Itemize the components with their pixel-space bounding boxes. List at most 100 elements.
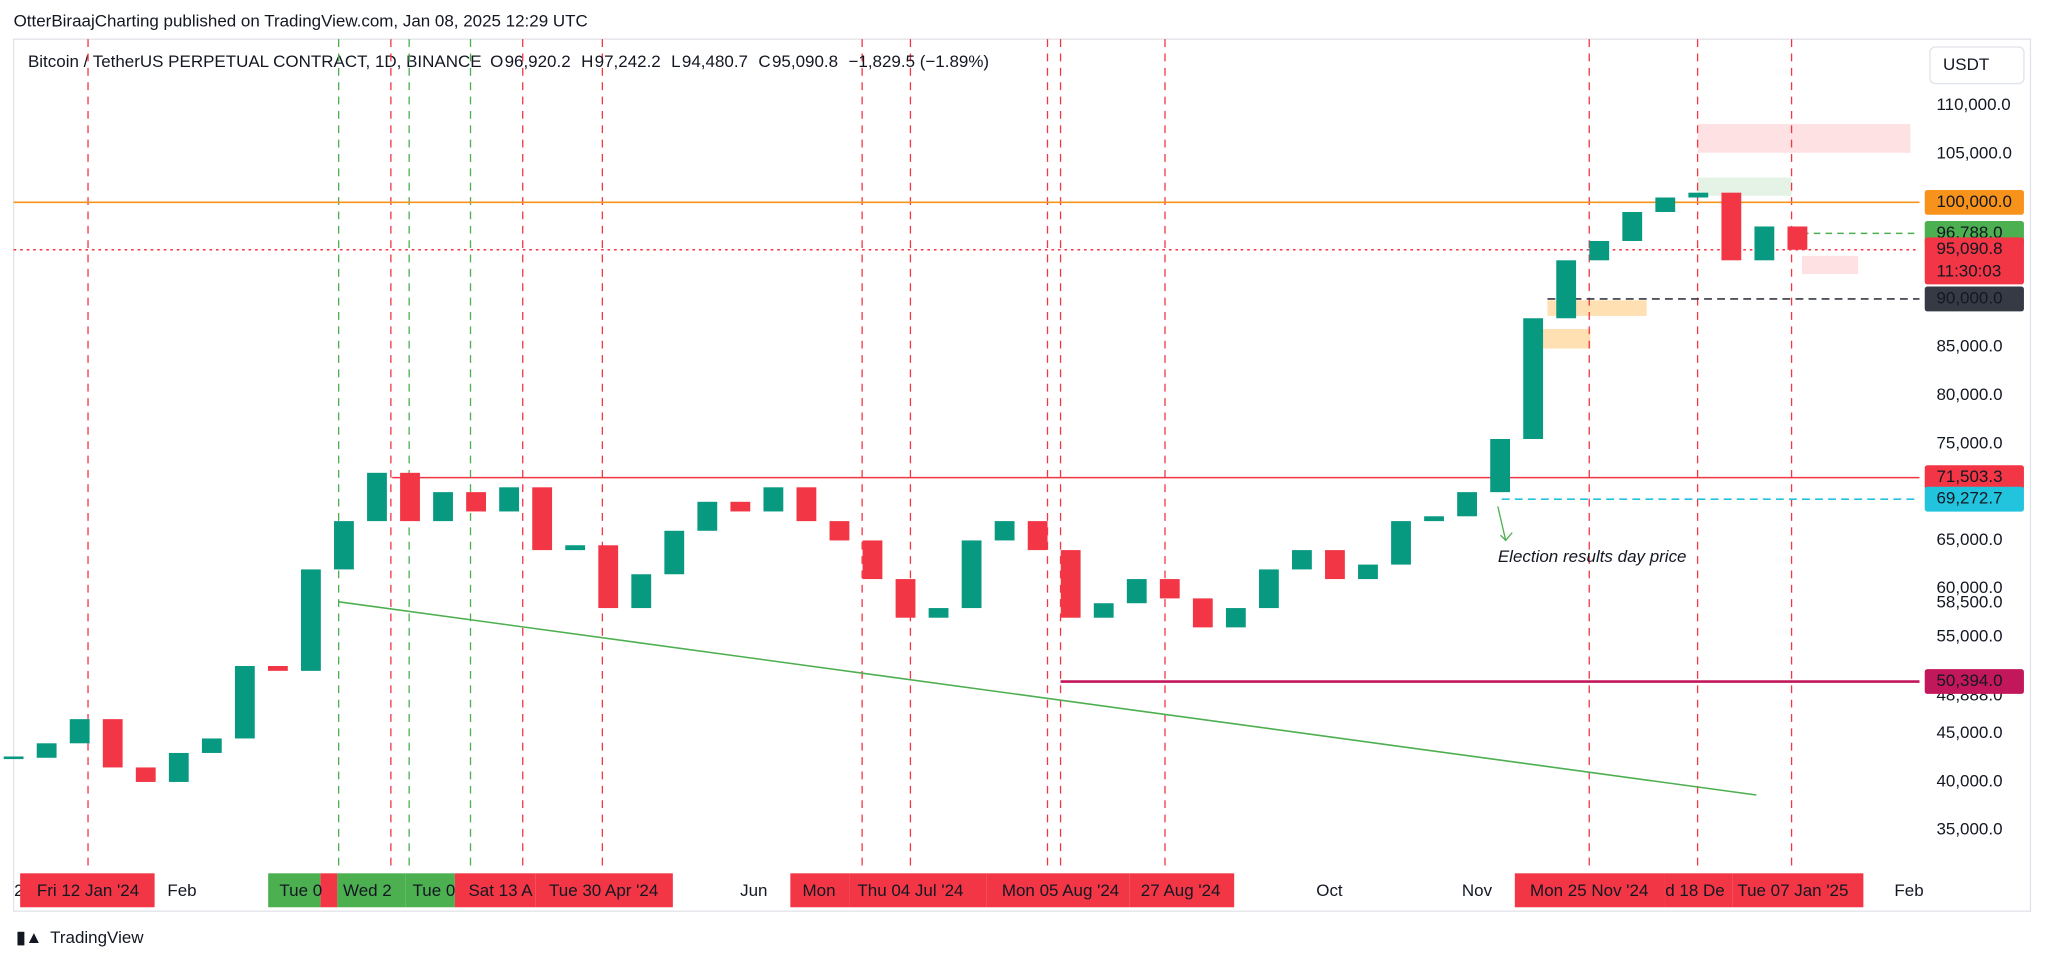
y-tick-label: 55,000.0 <box>1936 627 2002 646</box>
frame <box>12 38 2032 912</box>
candle <box>928 608 949 618</box>
candle <box>631 574 652 609</box>
x-marker-box <box>1514 873 1665 908</box>
candle <box>598 545 619 609</box>
x-tick-label: Oct <box>1316 881 1343 900</box>
x-tick-label: 27 Aug '24 <box>1141 881 1221 900</box>
y-tick-label: 60,000.0 <box>1936 578 2002 597</box>
candle <box>135 767 156 782</box>
x-tick-label: d 18 De <box>1665 881 1724 900</box>
x-marker-box <box>535 873 673 908</box>
x-marker-box <box>320 873 338 908</box>
ohlc-value: 96,920.2 <box>505 52 571 71</box>
x-tick-label: Sat 13 A <box>468 881 533 900</box>
ohlc-value: 95,090.8 <box>772 52 838 71</box>
x-tick-label: Tue 0 <box>413 881 456 900</box>
candles <box>3 192 1808 782</box>
candle <box>1754 226 1775 261</box>
candle <box>1325 550 1345 580</box>
y-tick-label: 35,000.0 <box>1936 820 2002 839</box>
countdown: 11:30:03 <box>1936 261 2001 280</box>
symbol-title: Bitcoin / TetherUS PERPETUAL CONTRACT, 1… <box>28 52 482 71</box>
footer-logo: ▮▲ <box>16 928 42 947</box>
candle <box>201 738 222 753</box>
candle <box>1490 439 1511 493</box>
y-tick-label: 110,000.0 <box>1936 95 2010 114</box>
candle <box>1622 211 1643 241</box>
candle <box>1721 192 1742 261</box>
footer: TradingView <box>50 928 144 947</box>
x-tick-label: Thu 04 Jul '24 <box>857 881 963 900</box>
candle <box>763 487 784 512</box>
x-tick-label: Fri 12 Jan '24 <box>37 881 139 900</box>
candle <box>1159 579 1180 599</box>
candle <box>466 492 486 512</box>
y-tick-label: 40,000.0 <box>1936 771 2002 790</box>
header: OtterBiraajCharting published on Trading… <box>14 12 588 31</box>
price-label: 71,503.3 <box>1936 467 2002 486</box>
candle <box>994 521 1015 541</box>
candle <box>895 579 916 618</box>
y-tick-label: 58,500.0 <box>1936 593 2002 612</box>
ohlc-letter: L <box>671 52 680 71</box>
arrow <box>1497 506 1513 542</box>
candle <box>1225 608 1246 628</box>
ohlc-letter: H <box>581 52 593 71</box>
candle <box>69 719 90 744</box>
price-label: 90,000.0 <box>1936 288 2002 307</box>
x-tick-label: Feb <box>167 881 196 900</box>
currency: USDT <box>1943 55 1989 74</box>
candle <box>565 545 586 551</box>
price-label: 95,090.8 <box>1936 239 2002 258</box>
price-label-box <box>1924 465 2024 491</box>
candle <box>1258 569 1279 609</box>
candle <box>1457 492 1477 517</box>
x-marker-box <box>1732 873 1864 908</box>
x-marker-box <box>986 873 1130 908</box>
candle <box>862 540 883 580</box>
x-marker-box <box>405 873 455 908</box>
vertical-markers <box>87 39 1793 869</box>
candle <box>168 752 189 782</box>
candle <box>1192 598 1213 628</box>
currency-box <box>1929 46 2025 85</box>
candle <box>1523 318 1544 440</box>
price-label-box <box>1924 286 2024 312</box>
candle <box>1060 550 1081 618</box>
price-label-box <box>1924 669 2024 694</box>
candle <box>1126 579 1147 604</box>
x-marker-box <box>268 873 321 908</box>
candle <box>400 472 420 522</box>
x-marker-box <box>790 873 850 908</box>
y-tick-label: 65,000.0 <box>1936 530 2002 549</box>
x-tick-label: Mon <box>803 881 836 900</box>
x-tick-label: Tue 30 Apr '24 <box>549 881 658 900</box>
candle <box>730 501 751 512</box>
trendline <box>338 601 1757 796</box>
candle <box>1556 260 1577 319</box>
y-tick-label: 75,000.0 <box>1936 433 2002 452</box>
candle <box>532 487 553 551</box>
x-tick-label: Tue 07 Jan '25 <box>1737 881 1848 900</box>
candle <box>961 540 982 609</box>
y-tick-label: 45,000.0 <box>1936 723 2002 742</box>
x-tick-label: Mon 25 Nov '24 <box>1530 881 1648 900</box>
candle <box>796 487 817 522</box>
x-marker-box <box>20 873 155 908</box>
ohlc-letter: C <box>758 52 770 71</box>
candle <box>433 492 453 522</box>
x-marker-box <box>454 873 536 908</box>
candle <box>334 521 354 570</box>
x-marker-box <box>337 873 406 908</box>
candle <box>36 743 57 758</box>
candle <box>1787 226 1808 250</box>
candle <box>697 501 718 531</box>
x-tick-label: Tue 0 <box>279 881 322 900</box>
x-tick-label: 2 <box>14 881 23 900</box>
candle <box>367 472 387 522</box>
price-label: 50,394.0 <box>1936 671 2002 690</box>
x-marker-box <box>849 873 987 908</box>
change: −1,829.5 (−1.89%) <box>849 52 990 71</box>
ohlc-letter: O <box>490 52 503 71</box>
